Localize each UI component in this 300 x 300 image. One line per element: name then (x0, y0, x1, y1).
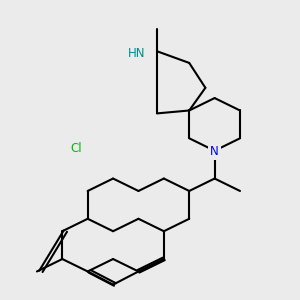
Text: Cl: Cl (70, 142, 82, 155)
Text: N: N (210, 145, 219, 158)
Text: HN: HN (128, 46, 145, 59)
